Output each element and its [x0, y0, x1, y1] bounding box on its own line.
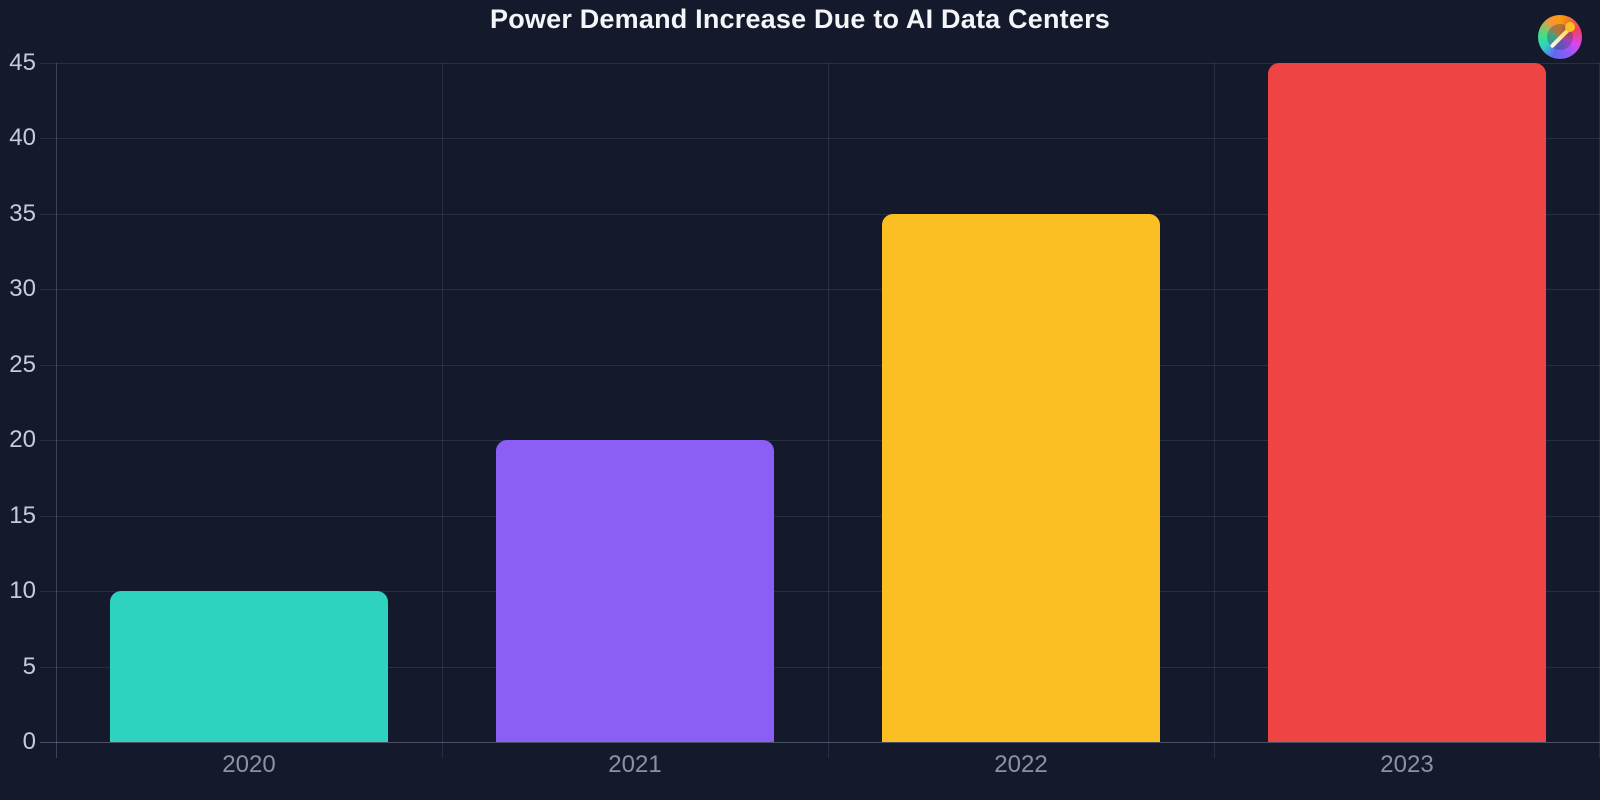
gridline-horizontal: [40, 62, 1600, 64]
gridline-horizontal: [40, 515, 1600, 517]
gridline-horizontal: [40, 213, 1600, 215]
x-axis-label-2022: 2022: [994, 751, 1048, 778]
x-axis-label-2021: 2021: [608, 751, 662, 778]
y-tick-label: 30: [9, 275, 36, 302]
bar-2021[interactable]: [496, 440, 774, 742]
y-tick-label: 20: [9, 426, 36, 453]
y-tick-label: 10: [9, 577, 36, 604]
bar-2020[interactable]: [110, 591, 388, 742]
gridline-horizontal: [40, 440, 1600, 441]
chart-title: Power Demand Increase Due to AI Data Cen…: [490, 4, 1110, 34]
y-tick-label: 35: [9, 199, 36, 227]
gridline-horizontal: [40, 591, 1600, 592]
bar-2023[interactable]: [1268, 62, 1546, 742]
gridline-horizontal: [40, 364, 1600, 366]
gridline-horizontal: [40, 138, 1600, 139]
x-axis-line: [40, 742, 1600, 743]
x-axis-label-2023: 2023: [1380, 751, 1434, 778]
gridline-horizontal: [40, 666, 1600, 668]
y-tick-label: 45: [9, 48, 36, 76]
y-tick-label: 0: [22, 728, 36, 755]
y-tick-label: 25: [9, 350, 36, 378]
gridline-vertical: [442, 62, 443, 758]
gridline-vertical: [1214, 62, 1215, 758]
gauge-needle-tip-dot: [1565, 22, 1575, 32]
gridline-horizontal: [40, 742, 1600, 743]
y-tick-label: 5: [22, 652, 36, 680]
rainbow-gauge-logo-icon: [1538, 15, 1582, 59]
gridline-vertical: [828, 62, 829, 758]
bar-2022[interactable]: [882, 213, 1160, 742]
y-tick-label: 40: [9, 124, 36, 151]
gridline-horizontal: [40, 289, 1600, 290]
x-axis-label-2020: 2020: [222, 751, 276, 778]
y-axis-line: [56, 62, 57, 758]
y-tick-label: 15: [9, 501, 36, 529]
